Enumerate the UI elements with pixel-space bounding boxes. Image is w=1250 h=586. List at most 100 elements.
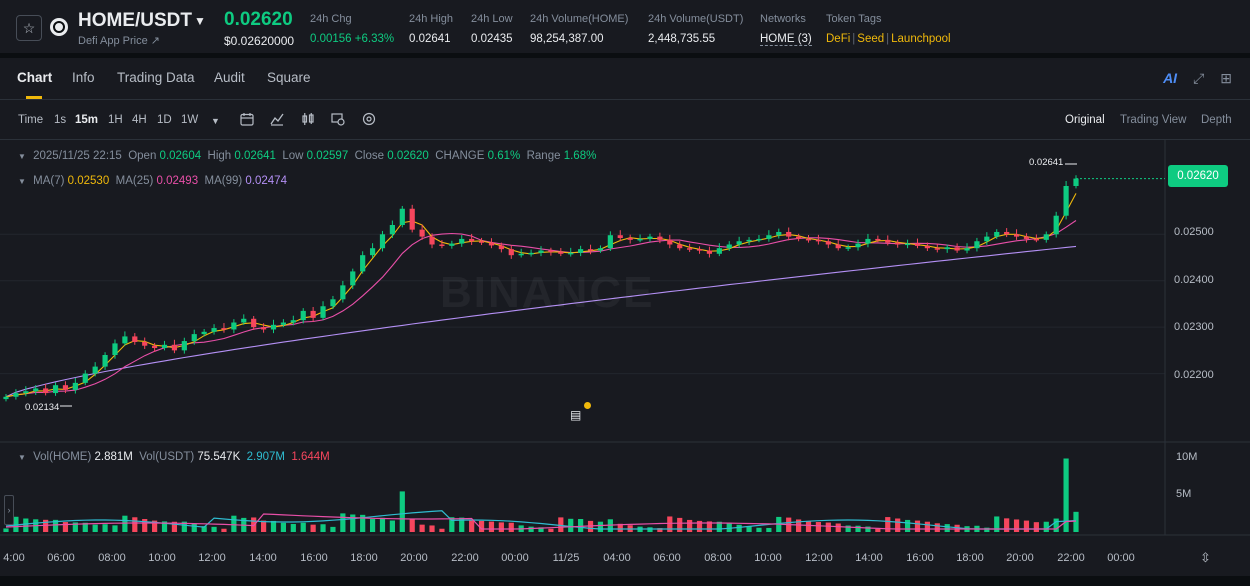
tag-seed[interactable]: Seed	[857, 33, 885, 45]
timeframe-time[interactable]: Time	[18, 114, 44, 126]
volume-bar	[1063, 458, 1069, 532]
candle-body	[1004, 231, 1010, 235]
candle-body	[815, 239, 822, 242]
timeframe-1s[interactable]: 1s	[54, 114, 67, 126]
timeframe-15m[interactable]: 15m	[75, 114, 99, 126]
axis-fit-icon[interactable]: ⇳	[1200, 550, 1211, 565]
tag-defi[interactable]: DeFi	[826, 33, 851, 45]
candle-body	[568, 252, 574, 255]
last-price-usd: $0.02620000	[224, 34, 295, 48]
candle-body	[72, 382, 78, 390]
timeframe-more-icon[interactable]: ▼	[211, 116, 220, 126]
timeframe-1w[interactable]: 1W	[181, 114, 199, 126]
candle-body	[211, 328, 217, 332]
candlestick-chart[interactable]	[0, 140, 1250, 576]
candle-body	[904, 243, 911, 246]
candle-body	[360, 255, 366, 272]
volume-bar	[459, 517, 465, 532]
candle-body	[122, 336, 128, 344]
expand-icon[interactable]: ⤢	[1193, 70, 1205, 86]
candle-body	[43, 388, 49, 394]
x-tick: 22:00	[1057, 552, 1085, 564]
pair-name[interactable]: HOME/USDT	[78, 10, 192, 31]
candle-body	[429, 236, 435, 245]
stat-24h-volume-base: 24h Volume(HOME) 98,254,387.00	[530, 13, 628, 45]
stat-label: 24h Volume(USDT)	[648, 13, 744, 25]
candle-body	[52, 385, 59, 394]
timeframe-1d[interactable]: 1D	[157, 114, 172, 126]
candle-body	[469, 238, 475, 242]
event-marker-icon[interactable]: ▤	[570, 402, 591, 426]
candle-body	[805, 238, 812, 241]
candle-body	[1063, 186, 1069, 216]
volume-bar	[1013, 519, 1020, 532]
vol-y-tick: 5M	[1176, 488, 1192, 500]
candle-body	[161, 344, 168, 349]
candle-body	[696, 249, 703, 251]
candle-body	[736, 241, 742, 245]
volume-bar	[152, 520, 158, 532]
volume-legend: ▼ Vol(HOME) 2.881M Vol(USDT) 75.547K 2.9…	[18, 451, 330, 463]
candle-body	[399, 208, 405, 225]
volume-bar	[578, 519, 584, 532]
current-price-tag: 0.02620	[1168, 165, 1228, 187]
chart-canvas[interactable]: BINANCE ▼ 2025/11/25 22:15 Open 0.02604 …	[0, 140, 1250, 576]
volume-bar	[280, 522, 287, 532]
volume-bar	[914, 520, 921, 532]
timeframe-1h[interactable]: 1H	[108, 114, 123, 126]
ai-icon[interactable]: AI	[1163, 70, 1178, 86]
volume-bar	[528, 526, 534, 532]
replay-icon[interactable]	[331, 112, 345, 126]
stat-networks[interactable]: Networks HOME (3)	[760, 13, 812, 46]
tag-launchpool[interactable]: Launchpool	[891, 33, 951, 45]
volume-bar	[270, 520, 277, 532]
stat-value[interactable]: HOME (3)	[760, 33, 812, 46]
tab-info[interactable]: Info	[72, 70, 95, 85]
vol-ma2-value: 1.644M	[291, 451, 330, 463]
stat-label: 24h Volume(HOME)	[530, 13, 629, 25]
candle-body	[3, 396, 9, 400]
stat-token-tags: Token Tags DeFi | Seed | Launchpool	[826, 13, 951, 45]
candle-body	[488, 242, 495, 246]
timeframe-4h[interactable]: 4H	[132, 114, 147, 126]
last-price: 0.02620	[224, 9, 293, 30]
tab-chart[interactable]: Chart	[17, 70, 53, 99]
candle-body	[82, 373, 88, 383]
indicator-icon[interactable]	[270, 112, 284, 126]
candle-body	[201, 331, 207, 335]
candle-body	[340, 285, 346, 300]
layout-icon[interactable]: ⊞	[1220, 70, 1232, 86]
view-depth[interactable]: Depth	[1201, 114, 1232, 126]
stat-value: 2,448,735.55	[648, 33, 716, 45]
view-original[interactable]: Original	[1065, 114, 1105, 126]
calendar-icon[interactable]	[240, 112, 254, 126]
volume-bar	[895, 518, 901, 532]
tab-audit[interactable]: Audit	[214, 70, 245, 85]
volume-bar	[379, 517, 386, 532]
ohlc-open: 0.02604	[159, 150, 202, 162]
tab-square[interactable]: Square	[267, 70, 311, 85]
favorite-star-icon[interactable]: ☆	[16, 15, 42, 41]
settings-icon[interactable]	[362, 112, 376, 126]
volume-bar	[1073, 511, 1079, 532]
volume-bar	[171, 521, 178, 532]
candle-body	[786, 231, 792, 237]
stat-24h-low: 24h Low 0.02435	[471, 13, 513, 45]
defi-app-price-link[interactable]: Defi App Price ↗	[78, 35, 160, 47]
panel-toggle-icon[interactable]: ›	[4, 495, 14, 525]
volume-bar	[112, 525, 118, 532]
x-tick: 06:00	[47, 552, 75, 564]
stat-value: 0.02435	[471, 33, 513, 45]
volume-bar	[13, 516, 19, 532]
candle-body	[350, 271, 356, 286]
pair-dropdown-icon[interactable]: ▼	[194, 14, 206, 28]
volume-bar	[994, 516, 1000, 532]
view-trading-view[interactable]: Trading View	[1120, 114, 1187, 126]
tab-trading-data[interactable]: Trading Data	[117, 70, 195, 85]
candle-body	[270, 324, 277, 330]
candle-type-icon[interactable]	[301, 112, 315, 126]
vol-ma1-value: 2.907M	[246, 451, 285, 463]
candle-body	[132, 336, 138, 342]
candle-body	[1023, 236, 1030, 239]
chart-tabs: Chart Info Trading Data Audit Square AI …	[0, 58, 1250, 100]
